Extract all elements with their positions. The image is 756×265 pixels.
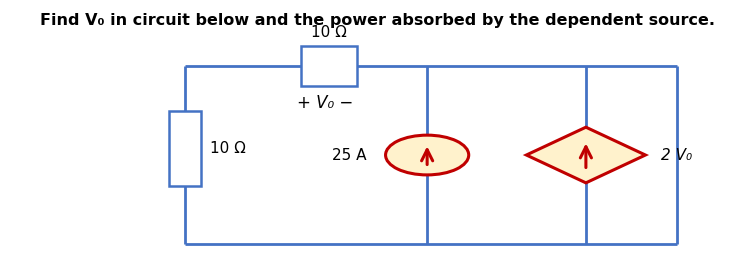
Polygon shape	[526, 127, 646, 183]
Text: 10 Ω: 10 Ω	[210, 141, 246, 156]
Text: 10 Ω: 10 Ω	[311, 25, 347, 40]
Ellipse shape	[386, 135, 469, 175]
Text: + V₀ −: + V₀ −	[297, 94, 353, 112]
Bar	[169, 111, 201, 186]
Text: 25 A: 25 A	[332, 148, 367, 162]
Bar	[300, 46, 357, 86]
Text: Find V₀ in circuit below and the power absorbed by the dependent source.: Find V₀ in circuit below and the power a…	[41, 13, 715, 28]
Text: 2 V₀: 2 V₀	[661, 148, 692, 162]
